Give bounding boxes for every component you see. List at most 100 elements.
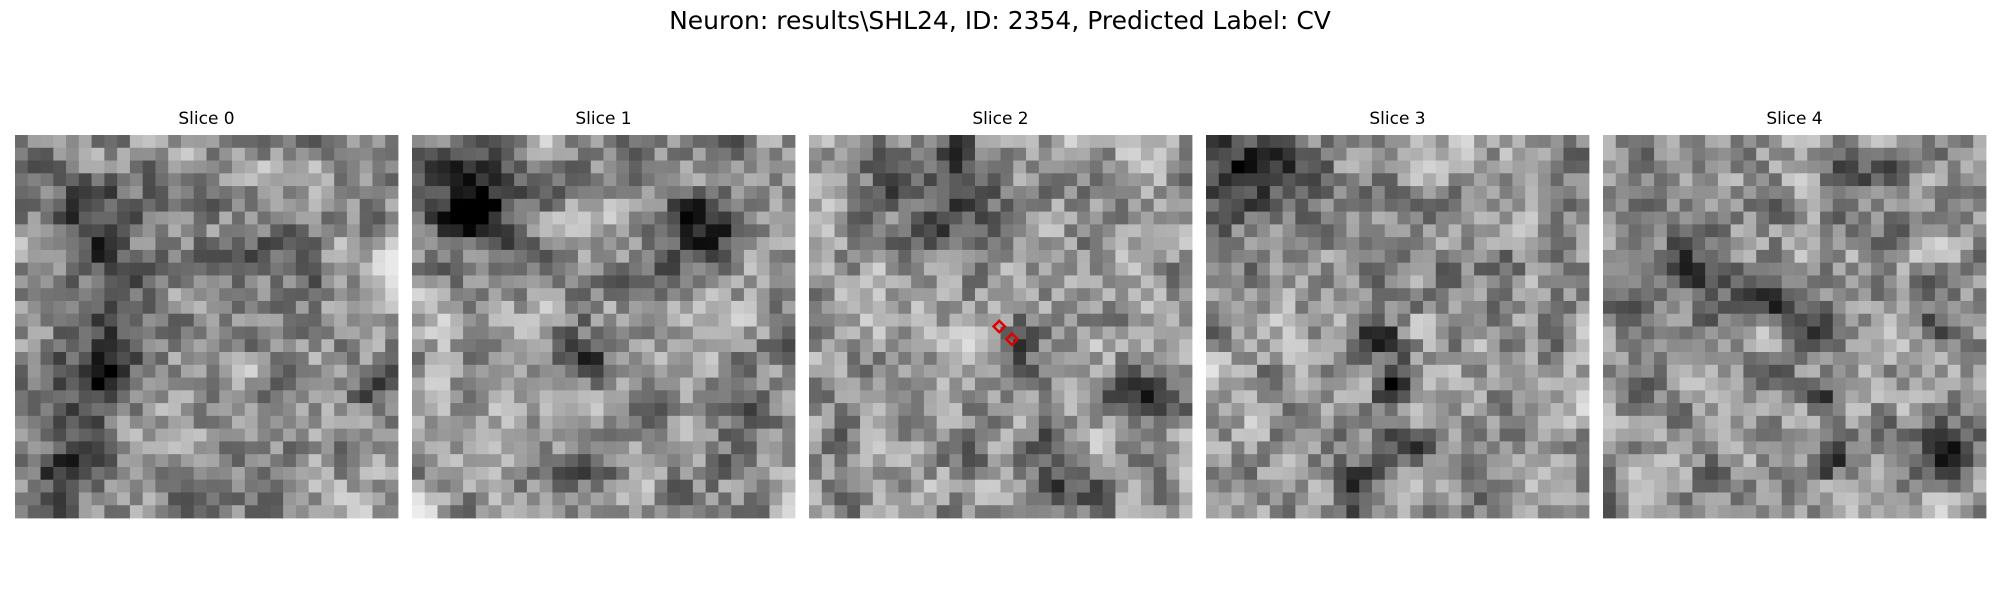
pixel [821, 249, 835, 264]
pixel [1231, 135, 1245, 149]
pixel [15, 262, 29, 276]
pixel [1474, 173, 1488, 187]
pixel [1858, 135, 1872, 149]
pixel [1679, 135, 1693, 149]
pixel [1102, 237, 1116, 251]
pixel [66, 249, 80, 264]
pixel [295, 275, 310, 289]
pixel [1397, 364, 1411, 378]
pixel [206, 160, 220, 174]
pixel [962, 262, 976, 276]
pixel [821, 288, 835, 302]
pixel [1845, 377, 1859, 391]
pixel [142, 339, 156, 353]
pixel [1960, 262, 1974, 276]
pixel [1269, 211, 1283, 225]
pixel [872, 224, 886, 238]
pixel [1717, 352, 1732, 366]
pixel [1871, 147, 1885, 161]
pixel [539, 160, 553, 174]
pixel [270, 415, 284, 430]
pixel [756, 173, 770, 187]
pixel [66, 364, 80, 378]
pixel [385, 300, 399, 315]
pixel [78, 352, 92, 366]
pixel [475, 377, 489, 391]
pixel [1448, 275, 1462, 289]
pixel [91, 377, 105, 391]
pixel [1743, 326, 1757, 340]
pixel [1768, 224, 1783, 238]
pixel [424, 454, 438, 468]
pixel [1423, 364, 1437, 378]
pixel [987, 505, 1001, 519]
pixel [756, 237, 770, 251]
pixel [295, 377, 310, 391]
pixel [1486, 428, 1501, 442]
pixel [346, 160, 361, 174]
pixel [1576, 288, 1590, 302]
pixel [1140, 262, 1155, 276]
panel-title: Slice 0 [178, 109, 234, 129]
pixel [372, 352, 386, 366]
pixel [1666, 262, 1680, 276]
pixel [1807, 135, 1821, 149]
pixel [885, 262, 899, 276]
pixel [1807, 390, 1821, 404]
pixel [1858, 249, 1872, 264]
pixel [885, 326, 899, 340]
pixel [1499, 300, 1513, 315]
pixel [949, 173, 963, 187]
pixel [1705, 135, 1719, 149]
pixel [1781, 492, 1795, 506]
pixel [1166, 186, 1180, 200]
pixel [142, 466, 156, 481]
pixel [1295, 249, 1309, 264]
pixel [1461, 288, 1475, 302]
pixel [603, 377, 617, 391]
pixel [346, 415, 361, 430]
pixel [936, 186, 950, 200]
pixel [974, 352, 989, 366]
pixel [40, 249, 54, 264]
pixel [1333, 147, 1347, 161]
pixel [206, 262, 220, 276]
pixel [705, 135, 719, 149]
pixel [142, 505, 156, 519]
pixel [923, 505, 938, 519]
slice-image [809, 135, 1193, 519]
pixel [1845, 390, 1859, 404]
pixel [15, 288, 29, 302]
pixel [949, 441, 963, 455]
pixel [705, 492, 719, 506]
pixel [1537, 313, 1552, 327]
pixel [244, 454, 258, 468]
pixel [219, 288, 233, 302]
pixel [66, 403, 80, 417]
pixel [1603, 479, 1617, 493]
pixel [1423, 415, 1437, 430]
pixel [705, 186, 719, 200]
pixel [488, 505, 502, 519]
pixel [590, 454, 604, 468]
pixel [1858, 300, 1872, 315]
pixel [590, 326, 604, 340]
pixel [450, 479, 464, 493]
pixel [1448, 211, 1462, 225]
pixel [1333, 326, 1347, 340]
pixel [1871, 352, 1885, 366]
pixel [1384, 441, 1398, 455]
pixel [1499, 352, 1513, 366]
pixel [1051, 147, 1065, 161]
pixel [1858, 186, 1872, 200]
pixel [1576, 479, 1590, 493]
pixel [437, 492, 451, 506]
pixel [872, 198, 886, 212]
pixel [1615, 237, 1629, 251]
pixel [1320, 237, 1335, 251]
pixel [346, 173, 361, 187]
pixel [680, 364, 694, 378]
pixel [680, 173, 694, 187]
pixel [1679, 288, 1693, 302]
pixel [1320, 339, 1335, 353]
